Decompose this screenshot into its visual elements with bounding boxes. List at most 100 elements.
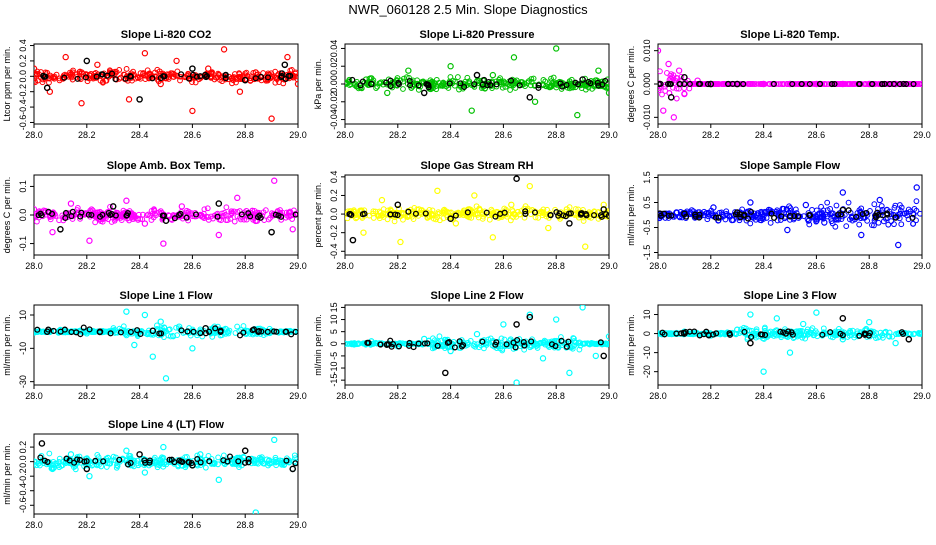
data-point-secondary [281,61,289,69]
scatter-background-point [439,83,446,89]
scatter-overlay-point [85,211,92,218]
scatter-overlay-point [770,80,777,88]
data-point-primary [471,192,478,199]
scatter-background-point [373,85,379,91]
data-point-secondary [349,236,357,244]
data-point-primary [83,330,91,337]
scatter-background-point [230,77,237,84]
scatter-overlay-point [492,341,499,348]
data-point-secondary [600,352,608,360]
scatter-overlay-point [245,455,252,462]
scatter-background-point [144,72,151,79]
scatter-overlay-point [292,211,298,218]
scatter-overlay-point [93,73,100,80]
scatter-background-point [898,221,905,228]
panel-ylabel: ml/min per min. [2,443,12,505]
scatter-background-point [236,73,243,80]
scatter-background-point [539,209,546,215]
data-point-primary [252,509,259,514]
scatter-background-point [148,207,155,214]
data-point-primary [658,47,662,54]
scatter-overlay-point [903,80,910,88]
scatter-background-point [278,216,285,223]
scatter-overlay-point [112,76,119,83]
chart-panel-8: Slope Line 2 Flow ml/min per min. 28.0 28.2… [313,290,618,401]
scatter-overlay-point [829,80,836,88]
data-point-secondary [681,330,688,337]
data-point-primary [236,88,244,95]
data-point-primary [34,458,38,465]
y-tick-label: 0.010 [642,39,652,62]
scatter-overlay-point [34,326,41,333]
scatter-background-point [103,464,110,470]
scatter-background-point [570,335,577,341]
scatter-overlay-point [434,342,441,349]
scatter-background-point [98,463,105,470]
y-tick-label: 0.00 [329,75,339,93]
x-tick-label: 28.8 [860,130,878,140]
scatter-overlay-point [220,457,227,464]
scatter-background-point [400,86,406,92]
scatter-background-point [68,73,74,80]
scatter-background-point [535,214,542,221]
scatter-background-point [126,453,133,459]
scatter-background-point [265,216,272,223]
data-point-secondary [526,313,534,321]
scatter-overlay-point [238,211,245,218]
panel-ylabel: degrees C per min. [626,46,636,123]
data-point-primary [508,201,515,208]
scatter-overlay-point [567,210,574,217]
scatter-overlay-point [122,75,129,82]
scatter-overlay-point [661,331,668,338]
scatter-overlay-point [202,71,209,78]
y-tick-label: 5 [329,329,339,334]
scatter-overlay-point [206,458,213,465]
y-tick-label: 0.2 [329,189,339,202]
scatter-background-point [349,340,355,347]
scatter-overlay-point [658,81,663,88]
scatter-overlay-point [107,211,114,218]
x-tick-label: 28.0 [25,520,43,530]
scatter-background-point [893,330,899,337]
data-point-primary [189,345,196,352]
scatter-background-point [293,73,298,80]
scatter-background-point [779,205,786,212]
data-point-primary [271,177,278,184]
scatter-background-point [51,75,58,82]
y-tick-label: -10 [329,362,339,375]
data-point-primary [149,353,156,360]
scatter-overlay-point [831,80,838,88]
points-layer [34,46,298,122]
data-point-secondary [420,89,428,97]
data-point-primary [579,305,586,311]
scatter-background-point [825,81,832,87]
scatter-overlay-point [868,80,876,88]
x-tick-label: 28.4 [131,261,149,271]
scatter-overlay-point [42,73,49,80]
scatter-background-point [513,77,520,84]
data-point-primary [289,226,296,233]
y-tick-label: -1.5 [642,245,652,261]
scatter-overlay-point [383,79,390,86]
scatter-background-point [454,74,461,80]
scatter-overlay-point [383,341,391,348]
chart-panel-3: Slope Li-820 Temp. degrees C per min. 28.0… [626,29,931,140]
scatter-background-point [704,216,711,223]
scatter-background-point [77,76,84,83]
data-point-primary [821,219,828,226]
scatter-background-point [777,81,784,87]
scatter-overlay-point [194,455,201,463]
scatter-background-point [559,339,566,345]
data-point-secondary [681,74,688,81]
x-tick-label: 28.6 [495,261,513,271]
scatter-background-point [186,328,193,335]
data-point-primary [294,328,298,335]
y-tick-label: -5 [329,352,339,360]
scatter-overlay-point [759,331,766,338]
data-point-primary [141,469,149,476]
y-tick-label: -20 [642,365,652,378]
scatter-overlay-point [507,77,515,84]
y-tick-label: 0.1 [18,180,28,193]
scatter-background-point [591,209,598,215]
scatter-background-point [77,68,83,75]
